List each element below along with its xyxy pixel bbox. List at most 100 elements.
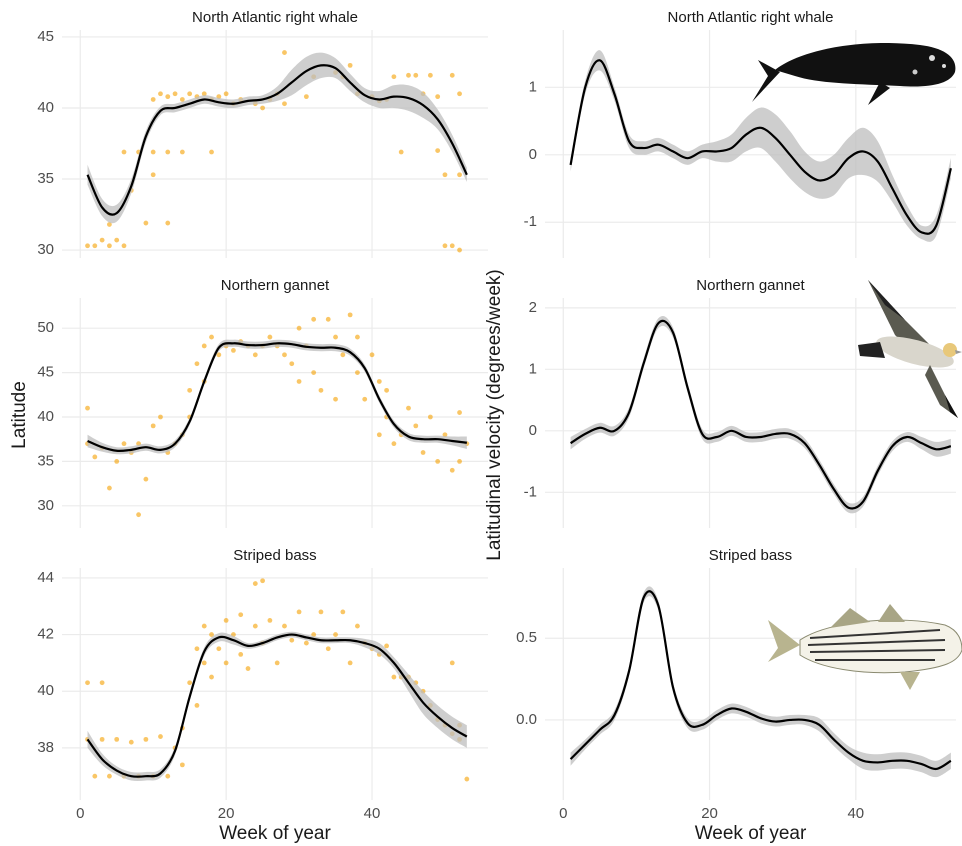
y-tick-label: 45 — [37, 28, 54, 45]
panel: Striped bass0.00.502040Week of year — [516, 547, 956, 844]
y-tick-label: 40 — [37, 682, 54, 699]
point — [457, 91, 462, 96]
point — [122, 243, 127, 248]
point — [457, 248, 462, 253]
point — [319, 388, 324, 393]
point — [195, 361, 200, 366]
x-tick-label: 0 — [559, 805, 567, 822]
point — [114, 459, 119, 464]
y-tick-label: 45 — [37, 364, 54, 381]
point — [260, 578, 265, 583]
point — [151, 423, 156, 428]
point — [136, 512, 141, 517]
point — [246, 666, 251, 671]
point — [92, 455, 97, 460]
point — [158, 734, 163, 739]
point — [457, 172, 462, 177]
point — [180, 150, 185, 155]
point — [165, 150, 170, 155]
x-tick-label: 0 — [76, 805, 84, 822]
point — [275, 660, 280, 665]
point — [216, 646, 221, 651]
point — [253, 352, 258, 357]
point — [304, 94, 309, 99]
point — [282, 624, 287, 629]
point — [165, 94, 170, 99]
confidence-band — [88, 632, 467, 781]
point — [392, 675, 397, 680]
gannet-illustration — [858, 280, 962, 418]
point — [85, 406, 90, 411]
point — [238, 652, 243, 657]
point — [348, 660, 353, 665]
panel-title: Striped bass — [233, 547, 316, 564]
point — [384, 388, 389, 393]
point — [267, 335, 272, 340]
point — [114, 737, 119, 742]
point — [340, 610, 345, 615]
y-tick-label: 30 — [37, 241, 54, 258]
point — [348, 312, 353, 317]
point — [195, 703, 200, 708]
point — [129, 740, 134, 745]
point — [224, 618, 229, 623]
point — [333, 335, 338, 340]
point — [158, 415, 163, 420]
point — [450, 468, 455, 473]
point — [143, 477, 148, 482]
point — [370, 352, 375, 357]
point — [187, 680, 192, 685]
point — [209, 675, 214, 680]
point — [267, 618, 272, 623]
point — [450, 243, 455, 248]
point — [209, 150, 214, 155]
point — [377, 432, 382, 437]
point — [107, 243, 112, 248]
point — [180, 97, 185, 102]
y-tick-label: -1 — [524, 483, 537, 500]
y-tick-label: 38 — [37, 739, 54, 756]
point — [195, 646, 200, 651]
y-tick-label: 0 — [529, 146, 537, 163]
point — [435, 94, 440, 99]
panel: Striped bass3840424402040Week of year — [37, 547, 488, 844]
point — [187, 91, 192, 96]
point — [202, 344, 207, 349]
point — [355, 335, 360, 340]
point — [326, 646, 331, 651]
point — [209, 335, 214, 340]
point — [311, 317, 316, 322]
point — [311, 370, 316, 375]
point — [253, 624, 258, 629]
point — [151, 150, 156, 155]
point — [464, 777, 469, 782]
point — [92, 243, 97, 248]
y-tick-label: -1 — [524, 213, 537, 230]
y-tick-label: 1 — [529, 360, 537, 377]
point — [165, 774, 170, 779]
y-tick-label: 0.5 — [516, 629, 537, 646]
point — [362, 397, 367, 402]
point — [114, 238, 119, 243]
plot-area — [85, 50, 467, 252]
point — [443, 243, 448, 248]
y-axis-label: Latitude — [9, 381, 30, 449]
point — [450, 73, 455, 78]
point — [297, 326, 302, 331]
x-tick-label: 20 — [701, 805, 718, 822]
whale-illustration — [752, 43, 955, 105]
point — [297, 379, 302, 384]
point — [282, 101, 287, 106]
y-tick-label: 35 — [37, 170, 54, 187]
x-tick-label: 40 — [847, 805, 864, 822]
point — [151, 97, 156, 102]
point — [107, 774, 112, 779]
point — [413, 73, 418, 78]
y-tick-label: 44 — [37, 569, 54, 586]
point — [238, 612, 243, 617]
point — [413, 423, 418, 428]
point — [92, 774, 97, 779]
plot-area — [85, 312, 469, 517]
bass-illustration — [768, 604, 962, 690]
